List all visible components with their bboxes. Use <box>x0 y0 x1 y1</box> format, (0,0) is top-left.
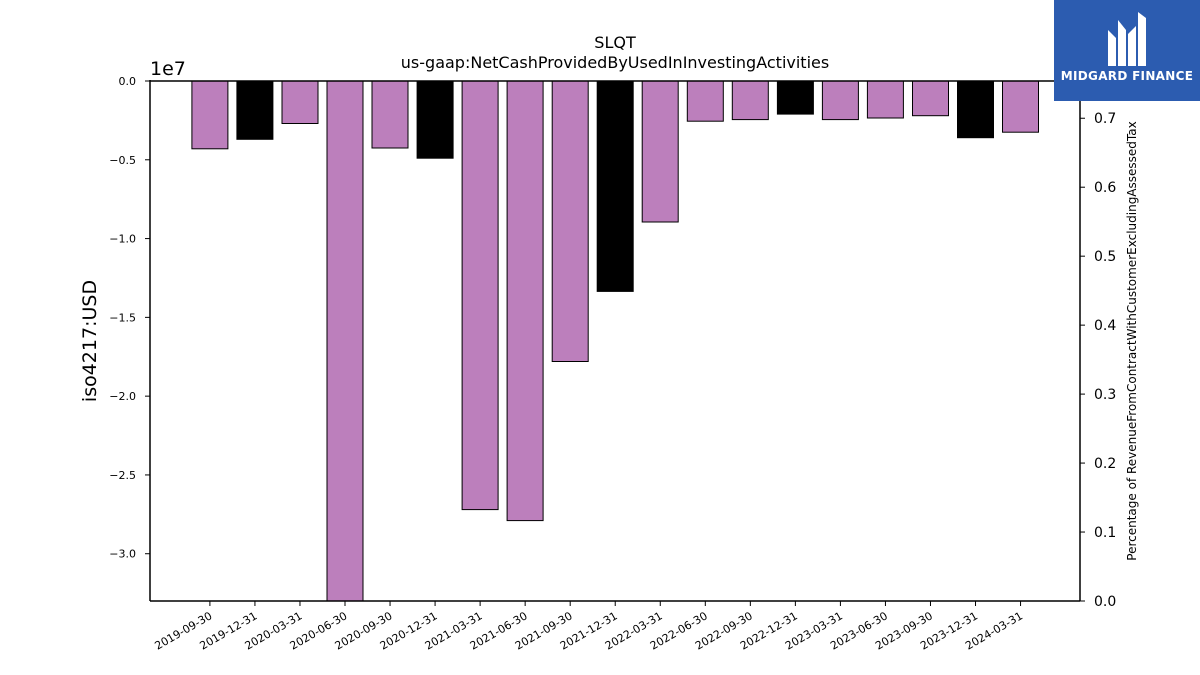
y2-tick-label: 0.3 <box>1094 387 1116 403</box>
bar <box>371 80 409 149</box>
bar <box>686 80 724 122</box>
y-tick-label: −1.0 <box>109 233 136 246</box>
y-tick-label: −0.5 <box>109 154 136 167</box>
y2-tick-label: 0.7 <box>1094 111 1116 127</box>
bar <box>416 80 454 159</box>
y-tick-label: −1.5 <box>109 311 136 324</box>
bar <box>1002 80 1039 133</box>
bar <box>236 80 274 140</box>
bar <box>461 80 499 511</box>
midgard-finance-logo: MIDGARD FINANCE <box>1054 0 1200 101</box>
bar <box>551 80 589 362</box>
logo-text: MIDGARD FINANCE <box>1060 69 1194 83</box>
y2-tick-label: 0.5 <box>1094 249 1116 265</box>
bar <box>596 80 634 292</box>
bar <box>506 80 544 522</box>
bar <box>957 80 994 139</box>
midgard-logo-icon <box>1108 12 1146 66</box>
chart-title: SLQT <box>594 33 636 52</box>
y2-tick-label: 0.0 <box>1094 594 1116 610</box>
y2-tick-label: 0.2 <box>1094 456 1116 472</box>
bar <box>326 80 364 602</box>
chart-subtitle: us-gaap:NetCashProvidedByUsedInInvesting… <box>401 53 829 72</box>
bar <box>281 80 319 124</box>
y-tick-label: −2.0 <box>109 390 136 403</box>
y2-tick-label: 0.1 <box>1094 525 1116 541</box>
y2-tick-label: 0.4 <box>1094 318 1116 334</box>
y-offset-label: 1e7 <box>150 58 186 80</box>
y-tick-label: −3.0 <box>109 548 136 561</box>
y2-axis-label: Percentage of RevenueFromContractWithCus… <box>1125 121 1139 560</box>
bar <box>821 80 859 121</box>
bar <box>731 80 769 121</box>
y-tick-label: 0.0 <box>119 75 137 88</box>
bar <box>776 80 814 115</box>
y-axis-label: iso4217:USD <box>79 280 101 402</box>
bar <box>912 80 949 117</box>
y2-tick-label: 0.6 <box>1094 180 1116 196</box>
bars <box>191 80 1039 602</box>
y-tick-label: −2.5 <box>109 469 136 482</box>
bar <box>641 80 679 223</box>
bar <box>191 80 229 150</box>
bar <box>866 80 904 119</box>
